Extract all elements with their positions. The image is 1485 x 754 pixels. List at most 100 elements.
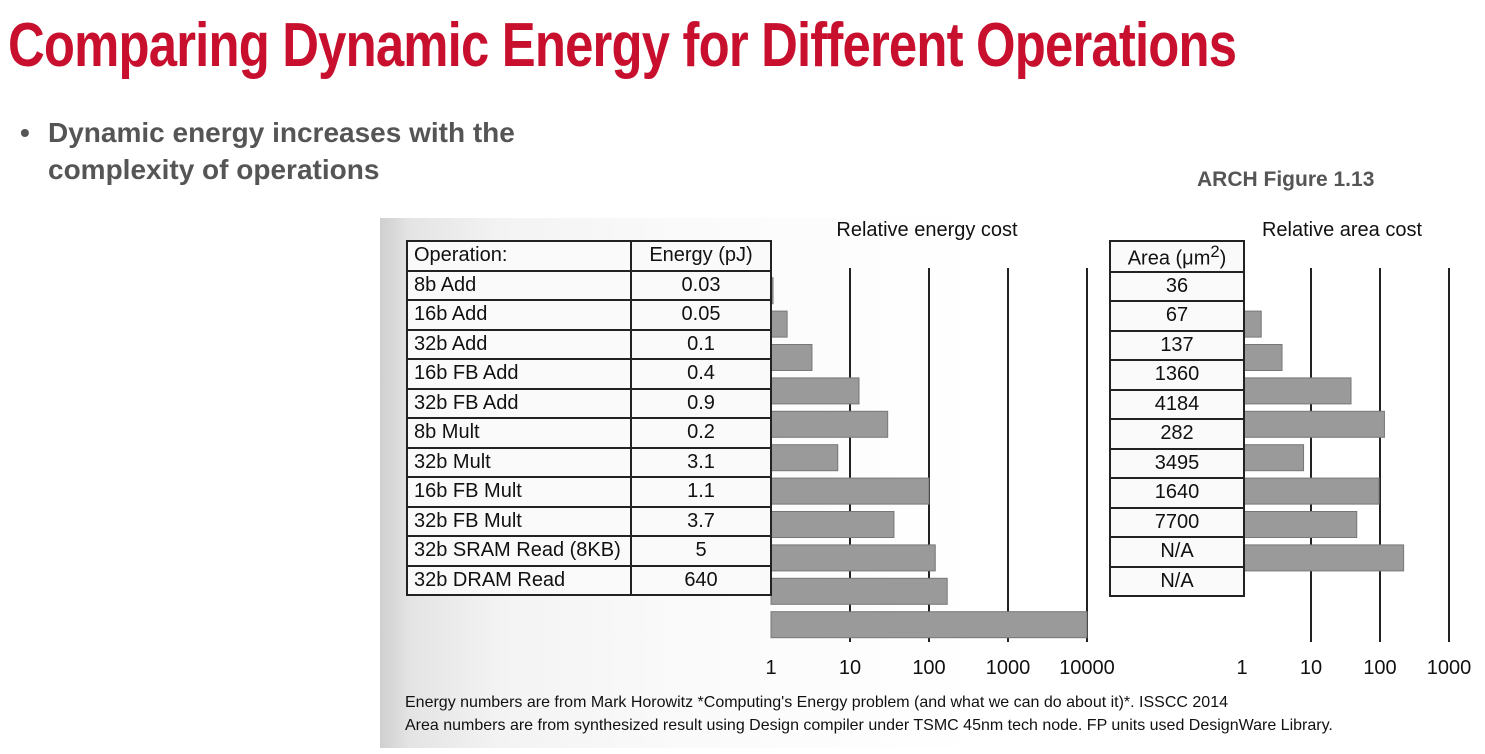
area-value-cell: 1360 [1109, 359, 1245, 391]
energy-tick-label: 1 [765, 657, 776, 679]
energy-bar [770, 444, 839, 472]
energy-table-row: 32b DRAM Read 640 [406, 564, 772, 596]
energy-value-cell: 3.7 [630, 505, 772, 537]
operation-cell: 16b FB Add [406, 358, 632, 390]
energy-table-row: 16b Add 0.05 [406, 299, 772, 331]
area-bar [1241, 410, 1385, 438]
energy-bar [770, 544, 936, 572]
area-tick-label: 100 [1363, 657, 1396, 679]
area-bar [1241, 377, 1352, 405]
operation-cell: 8b Add [406, 269, 632, 301]
operation-cell: 32b FB Add [406, 387, 632, 419]
energy-tick-label: 10000 [1059, 657, 1115, 679]
energy-table-row: 16b FB Mult 1.1 [406, 476, 772, 508]
area-header-text: Area (μm [1127, 247, 1211, 270]
slide-title: Comparing Dynamic Energy for Different O… [8, 11, 1237, 80]
area-value-cell: 67 [1109, 300, 1245, 332]
energy-value-cell: 1.1 [630, 476, 772, 508]
energy-bar [770, 410, 889, 438]
area-table-row: 1360 [1109, 359, 1245, 391]
figure-reference: ARCH Figure 1.13 [1197, 168, 1375, 191]
area-value-cell: 1640 [1109, 477, 1245, 509]
area-table-row: 137 [1109, 329, 1245, 362]
area-table-row: 4184 [1109, 388, 1245, 421]
operation-cell: 16b Add [406, 299, 632, 331]
energy-value-cell: 0.1 [630, 328, 772, 360]
area-value-cell: 137 [1109, 329, 1245, 362]
figure-panel: Relative energy cost 1 10 100 1000 10000 Relat… [380, 218, 1485, 748]
operation-cell: 32b Mult [406, 446, 632, 478]
area-value-cell: 4184 [1109, 388, 1245, 421]
area-bar [1241, 544, 1405, 572]
energy-table-row: 8b Add 0.03 [406, 269, 772, 301]
footnote-energy: Energy numbers are from Mark Horowitz *C… [405, 694, 1228, 711]
energy-value-cell: 0.05 [630, 299, 772, 331]
operation-header: Operation: [406, 240, 632, 272]
energy-table-header-row: Operation: Energy (pJ) [406, 240, 772, 272]
energy-bar [770, 611, 1088, 639]
operation-cell: 32b SRAM Read (8KB) [406, 535, 632, 567]
energy-value-cell: 3.1 [630, 446, 772, 478]
operation-cell: 16b FB Mult [406, 476, 632, 508]
bullet-symbol: • [20, 117, 30, 148]
energy-table-row: 32b FB Mult 3.7 [406, 505, 772, 537]
area-table-row: N/A [1109, 565, 1245, 598]
energy-tick-label: 100 [912, 657, 945, 679]
area-header: Area (μm2) [1109, 240, 1245, 273]
operation-cell: 32b DRAM Read [406, 564, 632, 596]
area-table-header-row: Area (μm2) [1109, 240, 1245, 273]
operation-cell: 8b Mult [406, 417, 632, 449]
footnote-area: Area numbers are from synthesized result… [405, 717, 1333, 734]
energy-bar [770, 377, 860, 405]
area-tick-label: 1000 [1427, 657, 1472, 679]
energy-table-row: 8b Mult 0.2 [406, 417, 772, 449]
energy-value-cell: 5 [630, 535, 772, 567]
energy-tick-label: 1000 [986, 657, 1031, 679]
energy-value-cell: 0.2 [630, 417, 772, 449]
energy-tick-label: 10 [839, 657, 861, 679]
area-header-exponent: 2 [1210, 242, 1220, 261]
operation-cell: 32b FB Mult [406, 505, 632, 537]
energy-table: Operation: Energy (pJ) 8b Add 0.03 16b Add… [406, 240, 772, 596]
energy-bar [770, 511, 895, 538]
area-bar [1241, 477, 1380, 505]
area-tick-label: 1 [1236, 657, 1247, 679]
energy-table-row: 32b Add 0.1 [406, 328, 772, 360]
area-value-cell: 3495 [1109, 447, 1245, 480]
energy-table-row: 32b SRAM Read (8KB) 5 [406, 535, 772, 567]
area-value-cell: N/A [1109, 565, 1245, 598]
energy-bar [770, 477, 930, 505]
area-table-row: 282 [1109, 418, 1245, 450]
area-table-row: 7700 [1109, 506, 1245, 539]
area-bar [1241, 511, 1358, 538]
energy-area-chart: Relative energy cost 1 10 100 1000 10000 Relat… [765, 219, 1472, 679]
energy-value-cell: 0.9 [630, 387, 772, 419]
energy-value-cell: 0.03 [630, 269, 772, 301]
energy-table-row: 32b FB Add 0.9 [406, 387, 772, 419]
energy-table-row: 32b Mult 3.1 [406, 446, 772, 478]
operation-cell: 32b Add [406, 328, 632, 360]
area-table-row: 3495 [1109, 447, 1245, 480]
area-tick-label: 10 [1300, 657, 1322, 679]
energy-value-cell: 640 [630, 564, 772, 596]
area-chart-title: Relative area cost [1262, 219, 1423, 241]
area-value-cell: 282 [1109, 418, 1245, 450]
area-bar [1241, 444, 1305, 472]
energy-bar [770, 310, 788, 338]
bullet-text: Dynamic energy increases with the comple… [48, 117, 515, 185]
area-bar [1241, 344, 1283, 371]
area-header-close: ) [1219, 247, 1227, 270]
energy-value-cell: 0.4 [630, 358, 772, 390]
area-value-cell: 7700 [1109, 506, 1245, 539]
area-table-row: 1640 [1109, 477, 1245, 509]
energy-bar [770, 344, 813, 371]
energy-bar [770, 577, 948, 605]
energy-table-row: 16b FB Add 0.4 [406, 358, 772, 390]
energy-chart-title: Relative energy cost [836, 219, 1018, 241]
energy-header: Energy (pJ) [630, 240, 772, 272]
area-table-row: N/A [1109, 536, 1245, 568]
area-value-cell: 36 [1109, 270, 1245, 303]
area-table-row: 67 [1109, 300, 1245, 332]
area-value-cell: N/A [1109, 536, 1245, 568]
area-table: Area (μm2) 36 67 137 1360 4184 282 3495 1640 770… [1109, 240, 1245, 598]
